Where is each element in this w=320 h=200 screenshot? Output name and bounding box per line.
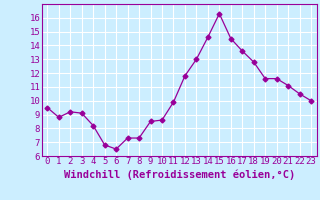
X-axis label: Windchill (Refroidissement éolien,°C): Windchill (Refroidissement éolien,°C) xyxy=(64,169,295,180)
